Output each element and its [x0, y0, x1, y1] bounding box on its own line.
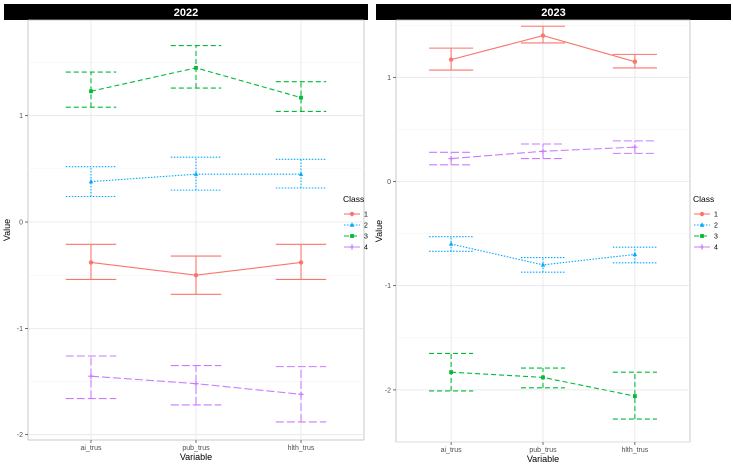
data-point-class-3-ai_trus: [89, 89, 93, 94]
legend-label: 2: [364, 223, 368, 230]
series-class-3: [429, 352, 657, 420]
x-tick-label: pub_trus: [182, 445, 210, 452]
legend-key-marker: [700, 234, 704, 238]
error-bar-class-3-pub_trus: [170, 44, 222, 89]
data-point-class-2-ai_trus: [88, 178, 94, 184]
error-bar-class-2-hlth_trus: [275, 158, 327, 189]
data-point-class-3-pub_trus: [194, 65, 198, 70]
legend-item-class-1: 1: [694, 212, 718, 219]
legend-title: Class: [343, 194, 364, 204]
legend-item-class-2: 2: [344, 222, 368, 230]
strip-header: [4, 4, 368, 20]
data-point-class-4-hlth_trus: [632, 144, 638, 150]
series-class-1: [429, 25, 657, 71]
data-point-class-1-hlth_trus: [298, 260, 304, 265]
y-tick-label: 0: [19, 220, 23, 227]
panel-2023: 2023 -2 -1 0 1 ai_trus pub_trus hlth_trus Variab…: [374, 4, 731, 464]
legend-item-class-2: 2: [694, 222, 718, 230]
strip-title: 2022: [174, 7, 198, 19]
y-tick-label: 1: [19, 113, 23, 120]
data-point-class-3-hlth_trus: [299, 95, 303, 100]
y-tick-label: -1: [17, 326, 23, 333]
series-class-4: [65, 355, 327, 423]
error-bar-class-2-hlth_trus: [612, 246, 657, 264]
legend-item-class-3: 3: [694, 234, 718, 241]
legend-key-marker: [350, 234, 354, 238]
data-point-class-3-pub_trus: [541, 375, 545, 380]
legend-item-class-4: 4: [694, 244, 718, 252]
panel-2022: 2022 -2 -1 0 1 ai_trus pub_trus hlth_trus Variab…: [2, 4, 368, 462]
x-tick-label: hlth_trus: [288, 445, 315, 452]
y-axis-title: Value: [374, 220, 384, 242]
x-axis-title: Variable: [180, 452, 212, 462]
data-point-class-2-pub_trus: [193, 171, 199, 176]
data-point-class-4-ai_trus: [448, 155, 454, 162]
x-tick-label: pub_trus: [529, 447, 557, 454]
data-point-class-2-pub_trus: [540, 262, 546, 267]
legend-key-marker: [349, 244, 355, 250]
error-bar-class-3-hlth_trus: [612, 371, 657, 420]
legend-item-class-4: 4: [344, 244, 368, 252]
x-tick-label: hlth_trus: [621, 447, 648, 454]
error-bar-class-2-ai_trus: [65, 166, 117, 198]
data-point-class-4-hlth_trus: [298, 391, 304, 397]
legend-label: 3: [364, 234, 368, 241]
data-point-class-4-ai_trus: [88, 373, 94, 379]
strip-title: 2023: [541, 7, 565, 19]
series-class-2: [65, 156, 327, 198]
data-point-class-4-pub_trus: [193, 381, 199, 387]
legend-label: 2: [714, 223, 718, 230]
series-class-1: [65, 243, 327, 295]
data-point-class-4-pub_trus: [540, 148, 546, 154]
legend-key-marker: [699, 222, 705, 227]
x-axis-title: Variable: [527, 454, 559, 464]
series-class-4: [429, 140, 657, 166]
data-point-class-1-pub_trus: [540, 33, 546, 38]
x-tick-label: ai_trus: [441, 447, 463, 454]
data-point-class-3-hlth_trus: [632, 394, 637, 399]
data-point-class-2-hlth_trus: [632, 251, 638, 257]
error-bar-class-4-ai_trus: [65, 355, 117, 400]
data-point-class-1-ai_trus: [448, 57, 454, 62]
legend-key-marker: [699, 211, 705, 217]
series-class-2: [429, 236, 657, 273]
legend-item-class-1: 1: [344, 212, 368, 219]
data-point-class-1-ai_trus: [88, 260, 94, 265]
legend-key-marker: [349, 211, 355, 217]
legend: Class 1 2 3 4: [693, 194, 718, 252]
y-tick-label: -1: [385, 283, 391, 290]
legend: Class 1 2 3 4: [343, 194, 368, 252]
legend-label: 1: [364, 212, 368, 219]
legend-key-marker: [349, 222, 355, 227]
legend-label: 1: [714, 212, 718, 219]
legend-label: 4: [714, 245, 718, 252]
data-point-class-1-hlth_trus: [632, 59, 638, 64]
x-tick-label: ai_trus: [80, 445, 102, 452]
data-point-class-2-hlth_trus: [298, 171, 304, 176]
data-point-class-3-ai_trus: [449, 370, 454, 375]
data-point-class-1-pub_trus: [193, 272, 199, 278]
y-tick-label: 1: [387, 75, 391, 82]
legend-label: 3: [714, 234, 718, 241]
error-bar-class-4-pub_trus: [170, 365, 222, 406]
legend-key-marker: [699, 244, 705, 250]
strip-header: [376, 4, 731, 20]
legend-item-class-3: 3: [344, 234, 368, 241]
y-tick-label: -2: [17, 432, 23, 439]
legend-label: 4: [364, 245, 368, 252]
legend-title: Class: [693, 194, 714, 204]
series-class-3: [65, 44, 327, 112]
y-tick-label: -2: [385, 387, 391, 394]
error-bar-class-3-hlth_trus: [275, 81, 327, 112]
y-tick-label: 0: [387, 179, 391, 186]
y-axis-title: Value: [2, 219, 12, 241]
data-point-class-2-ai_trus: [448, 241, 454, 246]
